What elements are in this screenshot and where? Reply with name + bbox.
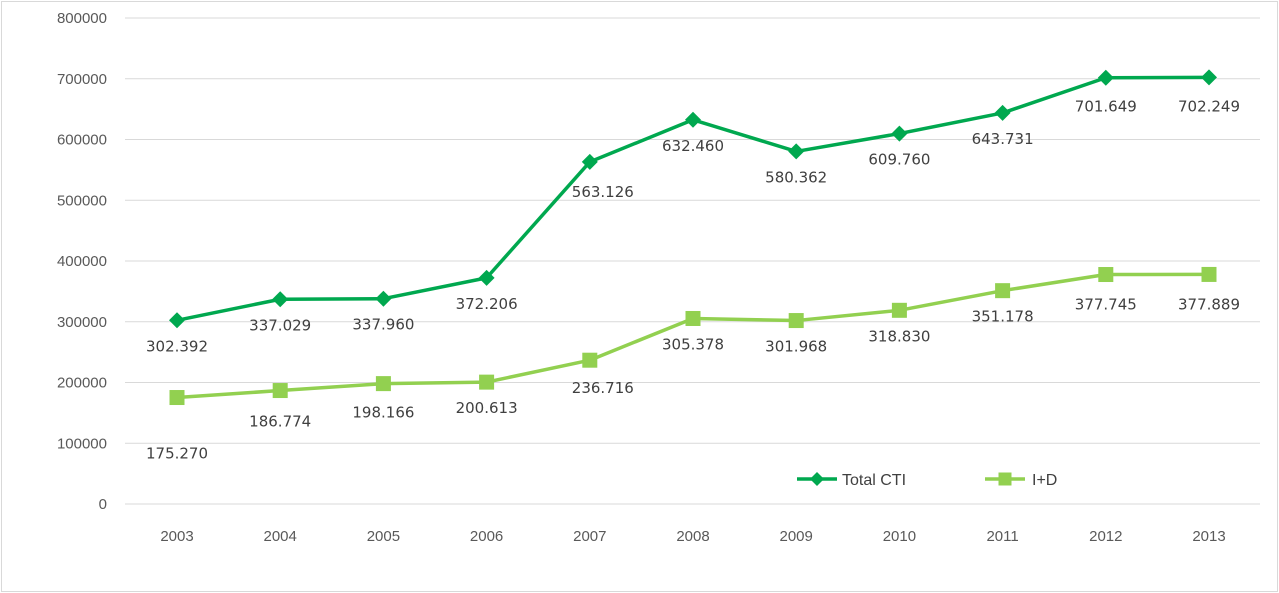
data-label: 175.270	[146, 445, 208, 463]
x-tick-label: 2003	[160, 528, 193, 545]
data-point	[1098, 267, 1114, 283]
data-label: 198.166	[352, 404, 414, 422]
data-label: 372.206	[456, 295, 518, 313]
x-tick-label: 2013	[1192, 528, 1225, 545]
data-label: 377.745	[1075, 296, 1137, 314]
y-tick-label: 600000	[57, 132, 107, 149]
data-point	[581, 153, 598, 170]
data-point	[891, 302, 907, 318]
x-tick-label: 2009	[780, 528, 813, 545]
data-point	[788, 143, 805, 160]
data-label: 337.029	[249, 316, 311, 334]
data-label: 632.460	[662, 137, 724, 155]
data-label: 580.362	[765, 168, 827, 186]
x-tick-label: 2012	[1089, 528, 1122, 545]
data-label: 377.889	[1178, 295, 1240, 313]
data-point	[478, 269, 495, 286]
data-point	[685, 310, 701, 326]
y-tick-label: 200000	[57, 375, 107, 392]
data-point	[479, 374, 495, 390]
y-tick-label: 800000	[57, 10, 107, 27]
data-point	[1201, 69, 1217, 86]
data-point	[272, 383, 288, 399]
data-label: 351.178	[972, 308, 1034, 326]
data-label: 643.731	[972, 130, 1034, 148]
data-label: 301.968	[765, 338, 827, 356]
legend-marker	[998, 472, 1012, 486]
x-tick-label: 2008	[676, 528, 709, 545]
data-label: 236.716	[572, 379, 634, 397]
x-tick-label: 2010	[883, 528, 916, 545]
data-label: 563.126	[572, 183, 634, 201]
data-label: 609.760	[868, 151, 930, 169]
data-label: 302.392	[146, 337, 208, 355]
data-point	[995, 283, 1011, 299]
data-point	[994, 104, 1011, 121]
data-point	[685, 111, 701, 128]
x-tick-label: 2005	[367, 528, 400, 545]
data-point	[1201, 266, 1217, 282]
y-tick-label: 300000	[57, 314, 107, 331]
data-label: 186.774	[249, 413, 311, 431]
x-tick-label: 2011	[986, 528, 1018, 545]
x-tick-label: 2007	[573, 528, 606, 545]
data-point	[891, 125, 908, 142]
data-point	[375, 290, 392, 307]
data-label: 702.249	[1178, 97, 1240, 115]
y-tick-label: 100000	[57, 435, 107, 452]
data-point	[1097, 69, 1114, 86]
y-tick-label: 500000	[57, 192, 107, 209]
x-tick-label: 2006	[470, 528, 503, 545]
data-label: 318.830	[868, 327, 930, 345]
data-point	[582, 352, 598, 368]
x-tick-label: 2004	[264, 528, 297, 545]
data-point	[272, 291, 289, 308]
y-tick-label: 400000	[57, 253, 107, 270]
data-point	[375, 376, 391, 392]
data-label: 305.378	[662, 335, 724, 353]
legend-label: I+D	[1032, 472, 1057, 489]
y-tick-label: 0	[99, 496, 107, 513]
data-point	[788, 313, 804, 329]
data-point	[169, 312, 185, 329]
data-label: 200.613	[456, 399, 518, 417]
data-label: 701.649	[1075, 98, 1137, 116]
legend-label: Total CTI	[842, 472, 906, 489]
data-point	[169, 390, 185, 406]
data-label: 337.960	[352, 316, 414, 334]
y-tick-label: 700000	[57, 71, 107, 88]
legend-marker	[810, 472, 824, 486]
